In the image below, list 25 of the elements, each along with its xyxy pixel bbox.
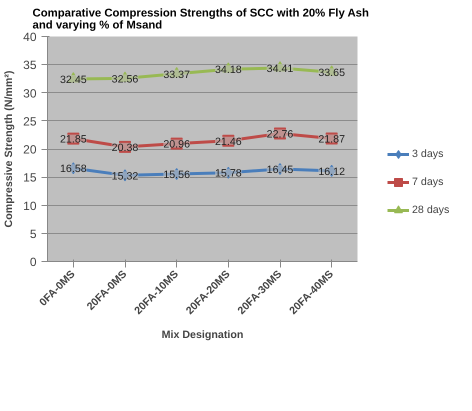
- legend-label: 7 days: [412, 176, 444, 188]
- data-label: 32.45: [60, 74, 87, 86]
- data-label: 16.45: [266, 164, 294, 176]
- data-label: 32.56: [112, 73, 138, 86]
- y-axis-title: Compressive Strength (N/mm²): [3, 70, 16, 228]
- y-tick-label: 40: [23, 30, 37, 44]
- data-label: 33.65: [318, 67, 346, 80]
- data-label: 34.18: [215, 64, 242, 76]
- data-label: 20.38: [112, 142, 138, 154]
- y-tick-label: 10: [23, 198, 37, 213]
- chart-title: Comparative Compression Strengths of SCC with 20% Fly Ash and varying % of Msand: [32, 8, 369, 32]
- y-tick-label: 15: [23, 170, 37, 185]
- y-tick-label: 25: [23, 114, 37, 128]
- y-tick-label: 30: [23, 86, 37, 100]
- y-tick-label: 20: [23, 142, 37, 156]
- y-tick-label: 35: [23, 58, 37, 72]
- legend-label: 3 days: [412, 148, 444, 160]
- data-label: 15.32: [112, 170, 138, 182]
- data-label: 34.41: [266, 62, 294, 75]
- legend-label: 28 days: [412, 204, 450, 216]
- x-axis-title: Mix Designation: [162, 329, 244, 342]
- data-label: 22.76: [266, 128, 294, 140]
- y-tick-label: 5: [30, 226, 37, 241]
- data-label: 33.37: [163, 68, 190, 81]
- y-tick-label: 0: [30, 255, 37, 269]
